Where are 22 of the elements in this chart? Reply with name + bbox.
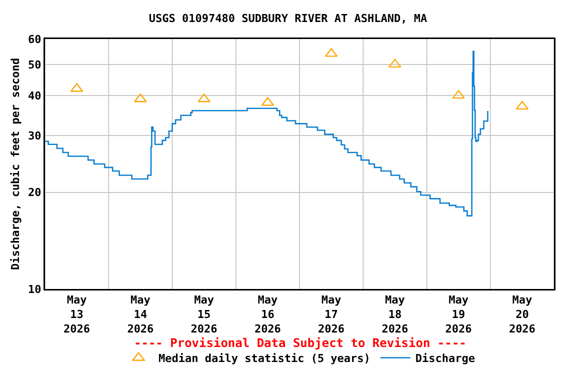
x-tick-label: May 15 2026 <box>190 294 218 336</box>
legend-label: Discharge <box>415 352 476 366</box>
text: ---- Provisional Data Subject to Revision ---- <box>134 336 466 350</box>
x-tick-label: May 20 2026 <box>508 294 536 336</box>
y-axis-title: Discharge, cubic feet per second <box>8 58 22 270</box>
y-tick-label: 10 <box>28 282 42 296</box>
x-tick-label: May 18 2026 <box>382 294 409 336</box>
y-tick-label: 60 <box>28 32 42 46</box>
x-tick-label: May 16 2026 <box>254 294 282 336</box>
point <box>388 58 402 68</box>
chart-title: USGS 01097480 SUDBURY RIVER AT ASHLAND, MA <box>148 12 428 25</box>
x-tick-label: May 14 2026 <box>127 294 154 336</box>
point <box>452 90 465 99</box>
x-tick-label: May 13 2026 <box>64 294 90 336</box>
x-tick-label: May 17 2026 <box>318 294 345 336</box>
y-tick-label: 30 <box>28 130 42 143</box>
y-tick-label: 20 <box>28 186 42 200</box>
x-tick-label: May 19 2026 <box>445 294 472 336</box>
point <box>516 100 529 110</box>
y-tick-label: 50 <box>28 58 42 72</box>
y-tick-label: 40 <box>28 89 42 102</box>
legend-label: Median daily statistic (5 years) <box>158 352 370 366</box>
